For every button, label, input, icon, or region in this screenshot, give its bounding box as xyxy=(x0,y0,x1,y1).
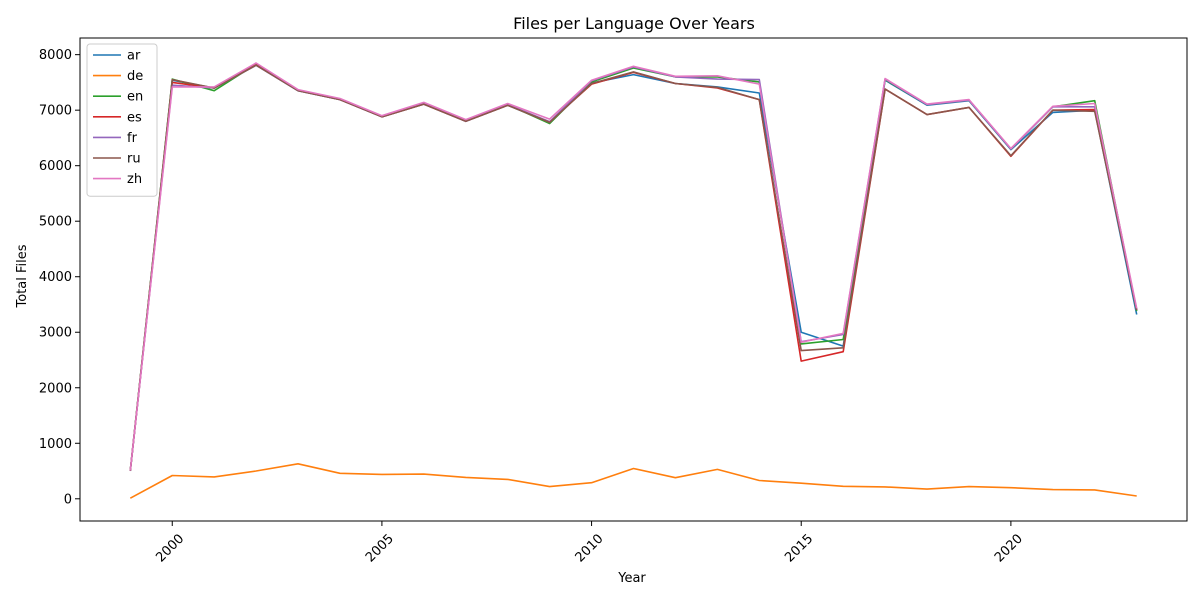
legend-label-zh: zh xyxy=(127,172,142,187)
series-line-ru xyxy=(129,64,1138,471)
y-tick-label: 3000 xyxy=(39,326,72,341)
chart-title: Files per Language Over Years xyxy=(513,14,755,33)
y-tick-label: 5000 xyxy=(39,215,72,230)
plot-area xyxy=(129,62,1138,499)
legend-box xyxy=(86,43,158,197)
x-axis-title: Year xyxy=(617,571,646,586)
legend-label-en: en xyxy=(127,90,143,105)
legend-label-fr: fr xyxy=(127,131,138,146)
y-tick-label: 2000 xyxy=(39,381,72,396)
y-tick-label: 1000 xyxy=(39,437,72,452)
legend: ar de en es fr ru zh xyxy=(86,43,158,197)
plot-frame xyxy=(79,37,1188,522)
y-tick-label: 4000 xyxy=(39,270,72,285)
legend-label-es: es xyxy=(127,110,142,125)
y-axis-title: Total Files xyxy=(15,244,30,308)
y-tick-label: 0 xyxy=(64,492,72,507)
y-tick-label: 8000 xyxy=(39,48,72,63)
y-tick-label: 6000 xyxy=(39,159,72,174)
legend-label-ru: ru xyxy=(127,152,141,167)
legend-label-de: de xyxy=(127,69,143,84)
series-line-de xyxy=(129,462,1137,499)
y-axis: 0 1000 2000 3000 4000 5000 6000 7000 8000 xyxy=(39,48,80,507)
series-line-zh xyxy=(129,62,1138,471)
legend-label-ar: ar xyxy=(127,49,141,64)
y-tick-label: 7000 xyxy=(39,104,72,119)
